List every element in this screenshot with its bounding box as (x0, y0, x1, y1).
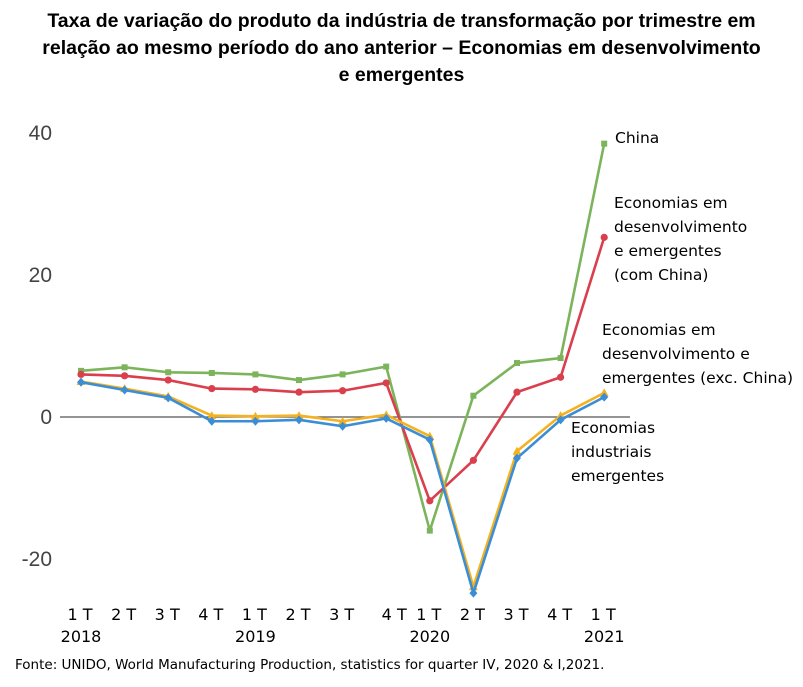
data-point (601, 140, 608, 147)
x-tick-label: 4 T (198, 605, 223, 624)
data-point (557, 373, 565, 381)
series-label: China (615, 129, 659, 147)
data-point (295, 388, 303, 396)
chart-source: Fonte: UNIDO, World Manufacturing Produc… (15, 657, 605, 673)
x-tick-label: 4 T (547, 605, 572, 624)
data-point (382, 379, 390, 387)
data-point (121, 372, 129, 380)
data-point (164, 393, 173, 403)
data-point (207, 416, 216, 426)
data-point (470, 392, 477, 399)
chart-title-line-2: relação ao mesmo período do ano anterior… (42, 37, 761, 59)
data-point (339, 371, 346, 378)
data-point (600, 233, 608, 241)
series-label: Economias em (602, 321, 716, 339)
data-point (426, 497, 434, 505)
x-tick-label: 2 T (460, 605, 485, 624)
x-year-label: 2021 (584, 627, 625, 646)
data-point (295, 415, 303, 425)
series-line (80, 380, 605, 588)
data-point (208, 385, 216, 393)
data-point (338, 421, 347, 431)
data-point (208, 369, 215, 376)
series-label: desenvolvimento e (602, 345, 750, 363)
data-point (251, 416, 260, 426)
data-point (165, 369, 172, 376)
x-year-label: 2019 (235, 627, 276, 646)
data-point (556, 411, 566, 420)
series-label: (com China) (614, 266, 708, 284)
x-tick-label: 2 T (285, 605, 310, 624)
y-tick-label: 20 (29, 264, 52, 287)
data-point (513, 453, 521, 463)
data-point (251, 385, 259, 393)
data-point (514, 360, 520, 367)
x-tick-label: 1 T (242, 605, 267, 624)
y-tick-label: 40 (29, 122, 52, 145)
data-point (338, 416, 348, 425)
data-point (600, 392, 609, 402)
y-tick-label: -20 (22, 548, 52, 571)
data-point (120, 385, 129, 395)
data-point (469, 456, 477, 464)
y-tick-label: 0 (40, 406, 52, 429)
data-point (383, 363, 390, 370)
series-label: emergentes (571, 467, 664, 485)
x-tick-label: 1 T (67, 605, 92, 624)
data-point (425, 435, 434, 445)
data-point (557, 355, 564, 362)
series-label: Economias em (614, 194, 728, 212)
x-year-label: 2020 (409, 627, 450, 646)
data-point (296, 377, 302, 384)
series-line (80, 380, 605, 595)
data-point (207, 411, 217, 420)
x-tick-label: 2 T (111, 605, 136, 624)
data-point (250, 411, 260, 420)
data-point (512, 446, 522, 455)
data-point (426, 527, 433, 534)
series-line (80, 143, 606, 532)
data-point (77, 370, 85, 378)
data-point (556, 415, 565, 425)
data-point (121, 364, 128, 371)
data-point (382, 413, 391, 423)
data-point (252, 371, 259, 378)
series-line (80, 236, 606, 503)
x-tick-label: 1 T (416, 605, 441, 624)
x-tick-label: 3 T (329, 605, 354, 624)
series-label: Economias (571, 419, 655, 437)
data-point (339, 387, 347, 395)
chart-title-line-3: e emergentes (338, 64, 465, 86)
series-label: desenvolvimento (614, 218, 747, 236)
series-label: e emergentes (614, 242, 722, 260)
x-tick-label: 3 T (155, 605, 180, 624)
data-point (164, 376, 172, 384)
x-tick-label: 1 T (591, 605, 616, 624)
data-point (513, 388, 521, 396)
data-point (469, 588, 478, 598)
data-point (599, 388, 609, 397)
series-label: emergentes (exc. China) (602, 369, 793, 387)
data-point (77, 377, 85, 387)
chart-title-line-1: Taxa de variação do produto da indústria… (47, 10, 756, 32)
chart-title: Taxa de variação do produto da indústria… (0, 8, 803, 89)
x-year-label: 2018 (61, 627, 102, 646)
x-tick-label: 4 T (382, 605, 407, 624)
data-point (294, 411, 304, 420)
series-label: industriais (571, 443, 652, 461)
x-tick-label: 3 T (503, 605, 528, 624)
